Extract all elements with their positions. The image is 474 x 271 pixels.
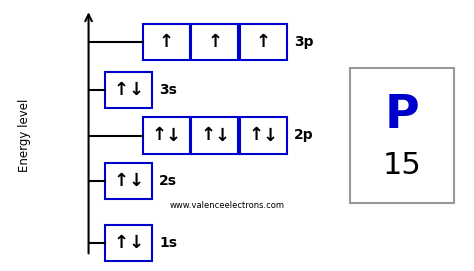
Text: 3s: 3s [159, 83, 177, 97]
Text: ↑: ↑ [114, 81, 129, 99]
Bar [350, 69, 454, 202]
Text: ↑: ↑ [207, 33, 222, 51]
Text: ↑: ↑ [200, 127, 215, 144]
Text: ↓: ↓ [214, 127, 229, 144]
Text: ↑: ↑ [114, 172, 129, 190]
Text: ↑: ↑ [159, 33, 174, 51]
Text: ↑: ↑ [249, 127, 264, 144]
Text: 2p: 2p [294, 128, 314, 143]
Bar [143, 24, 190, 60]
Text: P: P [384, 93, 419, 138]
Text: 15: 15 [383, 150, 421, 179]
Text: ↓: ↓ [263, 127, 278, 144]
Text: 1s: 1s [159, 236, 177, 250]
Bar [191, 24, 238, 60]
Bar [105, 72, 152, 108]
Text: ↓: ↓ [128, 172, 143, 190]
Text: Energy level: Energy level [18, 99, 31, 172]
Text: 2s: 2s [159, 174, 177, 188]
Text: ↑: ↑ [114, 234, 129, 252]
Text: ↑: ↑ [152, 127, 167, 144]
Bar [240, 24, 287, 60]
Bar [105, 225, 152, 261]
Text: ↓: ↓ [166, 127, 181, 144]
Text: 3p: 3p [294, 35, 313, 49]
Bar [191, 117, 238, 154]
Text: ↓: ↓ [128, 81, 143, 99]
Bar [105, 163, 152, 199]
Text: www.valenceelectrons.com: www.valenceelectrons.com [170, 201, 285, 210]
Bar [143, 117, 190, 154]
Text: ↑: ↑ [256, 33, 271, 51]
Bar [240, 117, 287, 154]
Text: ↓: ↓ [128, 234, 143, 252]
